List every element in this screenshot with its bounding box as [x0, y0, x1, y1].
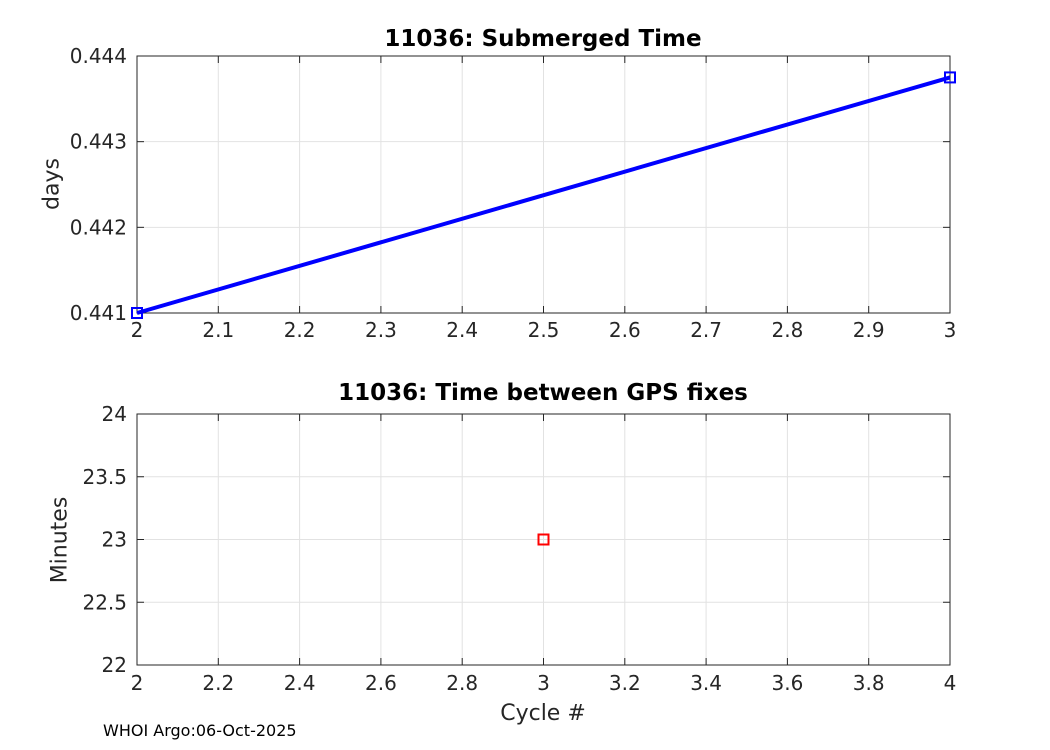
- plot-2: 2 2.2 2.4 2.6 2.8 3 3.2 3.4 3.6 3.8 4 22 22.5 23 23.5 2…: [82, 402, 956, 695]
- x-tick-label: 2.1: [202, 318, 234, 342]
- x-tick-label: 3.2: [609, 671, 641, 695]
- x-tick-label: 2.5: [528, 318, 560, 342]
- series-submerged-time-days: [131, 71, 956, 319]
- top-chart-title: 11036: Submerged Time: [384, 26, 702, 52]
- data-point-marker: [944, 71, 956, 84]
- x-tick-label: 2.7: [690, 318, 722, 342]
- top-chart-ylabel: days: [39, 158, 65, 210]
- x-tick-label: 2.6: [609, 318, 641, 342]
- y-tick-label: 24: [102, 402, 127, 426]
- watermark-text: WHOI Argo:06-Oct-2025: [103, 721, 297, 740]
- y-tick-label: 0.443: [70, 130, 127, 154]
- series-gps-fix-interval-minutes: [537, 533, 550, 546]
- x-tick-label: 2.8: [771, 318, 803, 342]
- x-tick-label: 2.4: [284, 671, 316, 695]
- x-tick-label: 2.2: [202, 671, 234, 695]
- data-point-marker: [537, 533, 550, 546]
- y-tick-label: 23: [102, 528, 127, 552]
- y-tick-label: 22: [102, 653, 127, 677]
- data-point-marker: [131, 307, 143, 319]
- tick-labels: 2 2.2 2.4 2.6 2.8 3 3.2 3.4 3.6 3.8 4 22 22.5 23 23.5 2…: [82, 402, 956, 695]
- bottom-chart-title: 11036: Time between GPS fixes: [338, 380, 748, 406]
- x-tick-label: 2: [131, 671, 144, 695]
- x-tick-label: 2.2: [284, 318, 316, 342]
- x-tick-label: 2.8: [446, 671, 478, 695]
- tick-marks: [136, 413, 951, 666]
- y-tick-label: 0.442: [70, 215, 127, 239]
- y-tick-label: 22.5: [82, 590, 127, 614]
- y-tick-label: 0.444: [70, 44, 127, 68]
- x-tick-label: 2.4: [446, 318, 478, 342]
- data-line: [136, 75, 951, 315]
- plot-1: 2 2.1 2.2 2.3 2.4 2.5 2.6 2.7 2.8 2.9 3 0.441 0.442 0…: [70, 44, 957, 342]
- x-tick-label: 2.9: [853, 318, 885, 342]
- x-tick-label: 3.4: [690, 671, 722, 695]
- x-tick-label: 3: [944, 318, 957, 342]
- bottom-chart-ylabel: Minutes: [47, 496, 73, 584]
- y-tick-label: 23.5: [82, 465, 127, 489]
- bottom-chart-xlabel: Cycle #: [500, 701, 586, 726]
- x-tick-label: 2: [131, 318, 144, 342]
- x-tick-label: 3: [537, 671, 550, 695]
- x-tick-label: 2.3: [365, 318, 397, 342]
- x-tick-label: 3.8: [853, 671, 885, 695]
- x-tick-label: 4: [944, 671, 957, 695]
- x-tick-label: 3.6: [771, 671, 803, 695]
- y-tick-label: 0.441: [70, 301, 127, 325]
- grid-lines: [136, 55, 951, 314]
- tick-labels: 2 2.1 2.2 2.3 2.4 2.5 2.6 2.7 2.8 2.9 3 0.441 0.442 0…: [70, 44, 957, 342]
- grid-lines: [136, 413, 951, 666]
- x-tick-label: 2.6: [365, 671, 397, 695]
